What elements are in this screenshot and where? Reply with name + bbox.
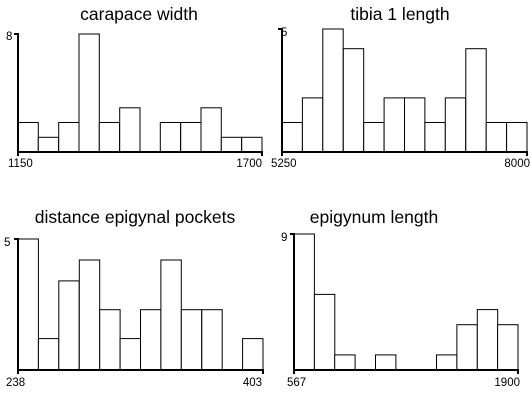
histogram-bar <box>37 136 60 153</box>
histogram-bar <box>180 309 203 371</box>
panel-title: tibia 1 length <box>350 4 449 24</box>
x-axis <box>17 151 263 156</box>
histogram-bar <box>78 259 101 371</box>
histogram-bar <box>17 122 39 153</box>
histogram-bar <box>436 354 458 371</box>
x-tick-label-min: 567 <box>287 377 306 389</box>
histogram-bar <box>334 354 356 371</box>
x-tick-label-min: 1150 <box>8 158 33 170</box>
histogram-bar <box>220 136 243 153</box>
histogram-bar <box>383 97 406 153</box>
panel-distance-epigynal-pockets: distance epigynal pockets 5 238 403 <box>4 207 264 389</box>
histogram-bar <box>485 122 508 153</box>
histogram-bar <box>99 309 121 371</box>
y-tick-label: 8 <box>6 31 12 43</box>
histogram-bar <box>301 97 324 153</box>
histogram-bar <box>375 354 397 371</box>
histogram-bar <box>424 122 446 153</box>
histogram-bar <box>159 122 182 153</box>
x-axis <box>17 369 264 374</box>
histogram-bar <box>200 107 222 153</box>
histogram-bar <box>160 259 182 371</box>
histogram-bar <box>37 338 60 371</box>
y-axis <box>14 238 19 370</box>
histogram-bar <box>363 122 385 153</box>
histogram-bar <box>58 122 80 153</box>
x-axis <box>293 369 519 374</box>
histogram-bar <box>119 338 141 371</box>
panel-title: distance epigynal pockets <box>35 207 236 227</box>
panel-title: epigynum length <box>310 207 438 227</box>
histogram-bar <box>281 122 303 153</box>
histogram-bar <box>119 107 141 153</box>
panel-epigynum-length: epigynum length 9 567 1900 <box>281 207 520 389</box>
histogram-bar <box>180 122 202 153</box>
y-tick-label: 9 <box>281 232 287 244</box>
panel-carapace-width: carapace width 8 1150 1700 <box>6 4 263 170</box>
y-axis <box>278 28 283 152</box>
y-tick-label: 5 <box>281 27 287 39</box>
y-axis <box>14 33 19 152</box>
histogram-bar <box>497 324 519 371</box>
x-axis <box>281 151 528 156</box>
histogram-bar <box>404 97 426 153</box>
panel-title: carapace width <box>80 4 198 24</box>
histogram-bar <box>342 48 365 153</box>
x-tick-label-max: 1700 <box>236 158 262 170</box>
panel-tibia-1-length: tibia 1 length 5 5250 8000 <box>271 4 530 170</box>
histogram-bar <box>58 280 80 371</box>
x-tick-label-min: 238 <box>6 377 25 389</box>
histogram-bar <box>140 309 162 371</box>
histogram-bar <box>322 28 344 153</box>
histogram-bar <box>17 238 39 371</box>
histogram-bar <box>293 233 315 371</box>
histogram-bar <box>98 122 121 153</box>
histogram-bar <box>465 48 487 153</box>
histogram-bar <box>313 293 336 371</box>
x-tick-label-max: 8000 <box>504 158 530 170</box>
x-tick-label-max: 1900 <box>494 377 520 389</box>
y-axis <box>290 233 295 370</box>
histogram-bar <box>476 309 499 371</box>
y-tick-label: 5 <box>4 237 10 249</box>
histogram-bar <box>241 136 263 153</box>
histogram-bar <box>201 309 223 371</box>
x-tick-label-max: 403 <box>243 377 262 389</box>
histogram-bar <box>444 97 467 153</box>
x-tick-label-min: 5250 <box>271 158 297 170</box>
histogram-bar <box>506 122 528 153</box>
histogram-bar <box>78 33 100 153</box>
histogram-bar <box>456 324 478 371</box>
histogram-bar <box>242 338 264 371</box>
